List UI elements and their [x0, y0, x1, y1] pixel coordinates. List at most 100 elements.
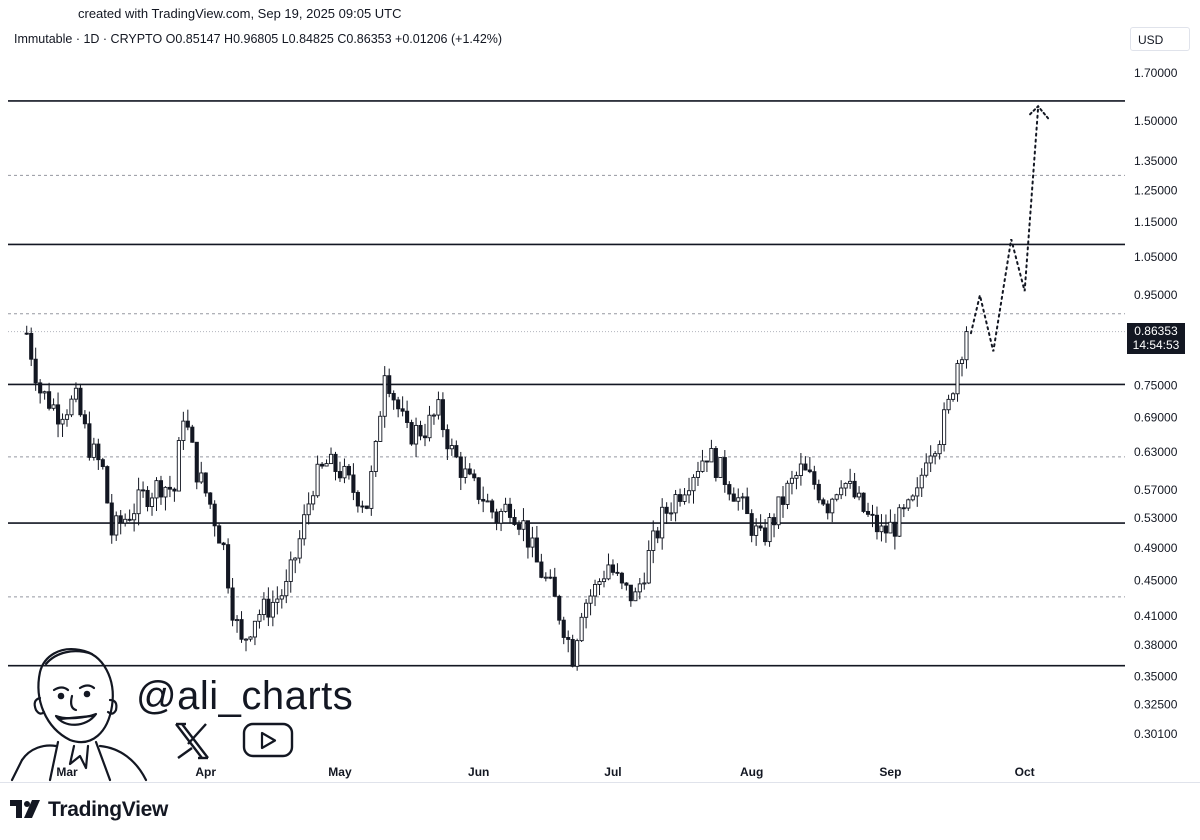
candle: [879, 514, 884, 542]
candle: [60, 413, 65, 437]
candle: [664, 502, 669, 524]
candle: [633, 587, 638, 602]
candle: [959, 356, 965, 377]
candle: [400, 396, 405, 417]
candle: [454, 440, 459, 459]
candle: [839, 480, 844, 500]
candle: [704, 460, 709, 473]
candle: [610, 559, 615, 576]
candle: [252, 620, 258, 646]
candle: [785, 480, 790, 510]
currency-button[interactable]: USD: [1130, 27, 1190, 51]
candle: [669, 502, 674, 522]
candle: [682, 488, 687, 505]
y-tick-label: 0.45000: [1134, 573, 1178, 587]
candle: [100, 457, 105, 470]
candle: [194, 441, 199, 490]
candle: [167, 475, 172, 498]
candle: [414, 417, 419, 458]
tradingview-logo-text: TradingView: [48, 798, 169, 821]
price-axis[interactable]: 1.70000 1.50000 1.35000 1.25000 1.15000 1.050…: [1134, 66, 1178, 741]
y-tick-label: 0.53000: [1134, 511, 1178, 525]
candle: [758, 514, 763, 531]
candle: [91, 437, 96, 461]
y-tick-label: 1.50000: [1134, 114, 1178, 128]
candle: [33, 347, 38, 391]
candle: [24, 325, 29, 335]
candle: [570, 634, 575, 668]
candle: [776, 496, 781, 529]
y-tick-label: 0.95000: [1134, 288, 1178, 302]
candle: [736, 488, 741, 511]
candle: [29, 327, 34, 367]
projection-line: [969, 107, 1040, 352]
candle: [499, 508, 504, 532]
y-tick-label: 0.49000: [1134, 541, 1178, 555]
y-tick-label: 0.63000: [1134, 445, 1178, 459]
candle: [127, 509, 132, 522]
tradingview-logo[interactable]: TradingView: [10, 798, 168, 822]
candle: [584, 599, 589, 629]
candle: [436, 391, 441, 420]
y-tick-label: 0.75000: [1134, 378, 1178, 392]
candle: [861, 492, 866, 514]
candle: [141, 481, 146, 498]
candle: [937, 440, 942, 460]
candle: [727, 481, 732, 501]
candle: [418, 420, 423, 441]
candle: [843, 482, 848, 497]
last-price-value: 0.86353: [1134, 324, 1178, 338]
candle: [208, 492, 213, 509]
candle: [427, 405, 432, 442]
candle: [364, 505, 369, 510]
candle: [552, 567, 557, 597]
candle: [597, 578, 602, 596]
candle: [114, 511, 119, 541]
candle: [275, 586, 280, 615]
x-tick-label: Apr: [195, 765, 216, 779]
y-tick-label: 0.69000: [1134, 410, 1178, 424]
candle: [507, 497, 513, 524]
candle: [915, 477, 920, 507]
candle: [163, 486, 168, 511]
candle: [64, 409, 70, 427]
candle: [333, 451, 338, 481]
candle: [651, 520, 656, 564]
candle: [69, 395, 74, 418]
candle: [373, 440, 378, 477]
candle: [807, 456, 812, 474]
candle: [181, 411, 186, 450]
projection-arrowhead: [1029, 104, 1050, 120]
candle: [243, 638, 249, 652]
candle: [763, 519, 768, 546]
candle: [951, 392, 956, 402]
x-tick-label: Oct: [1015, 765, 1035, 779]
candle: [695, 461, 701, 486]
y-tick-label: 1.05000: [1134, 250, 1178, 264]
candle: [261, 592, 266, 621]
candle: [56, 392, 61, 438]
candle: [346, 464, 351, 480]
time-axis[interactable]: Mar Apr May Jun Jul Aug Sep Oct: [56, 765, 1034, 779]
candle: [42, 390, 47, 400]
candle: [337, 461, 343, 482]
candle: [315, 455, 320, 498]
candle: [199, 461, 204, 484]
candle: [731, 487, 736, 502]
candle: [655, 526, 660, 544]
x-logo-icon: [175, 722, 209, 760]
candle: [382, 366, 387, 428]
y-tick-label: 0.57000: [1134, 483, 1178, 497]
candle: [673, 489, 678, 522]
candle: [852, 472, 857, 499]
candle: [405, 400, 410, 429]
candle: [906, 498, 911, 511]
candle: [355, 490, 360, 513]
candle: [360, 500, 365, 513]
candle: [955, 359, 960, 402]
candle: [892, 513, 897, 550]
candle: [440, 392, 445, 438]
candle: [588, 589, 593, 616]
candle: [601, 570, 607, 588]
